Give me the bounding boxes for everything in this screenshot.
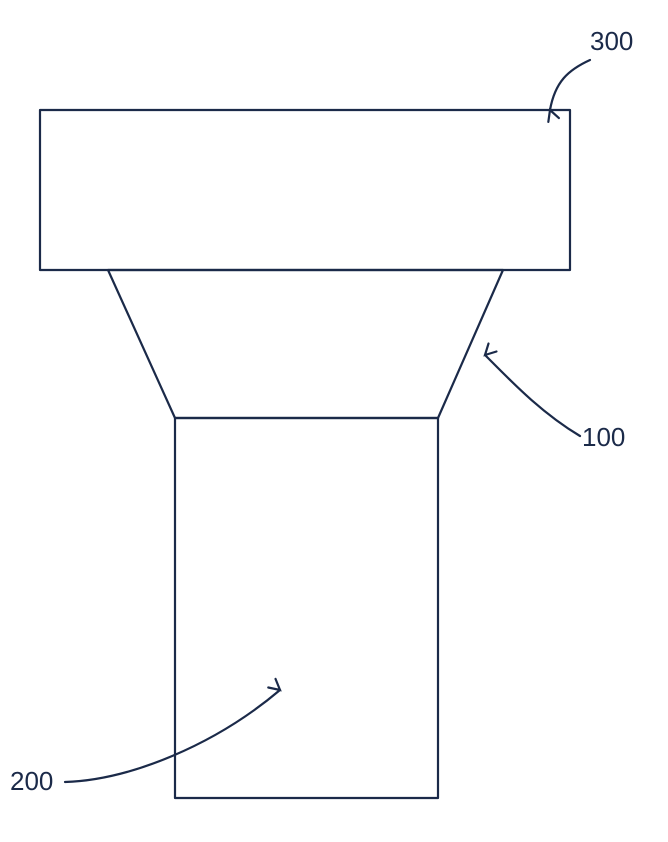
label-100: 100 (582, 422, 625, 452)
label-300: 300 (590, 26, 633, 56)
figure-background (0, 0, 668, 842)
label-200: 200 (10, 766, 53, 796)
